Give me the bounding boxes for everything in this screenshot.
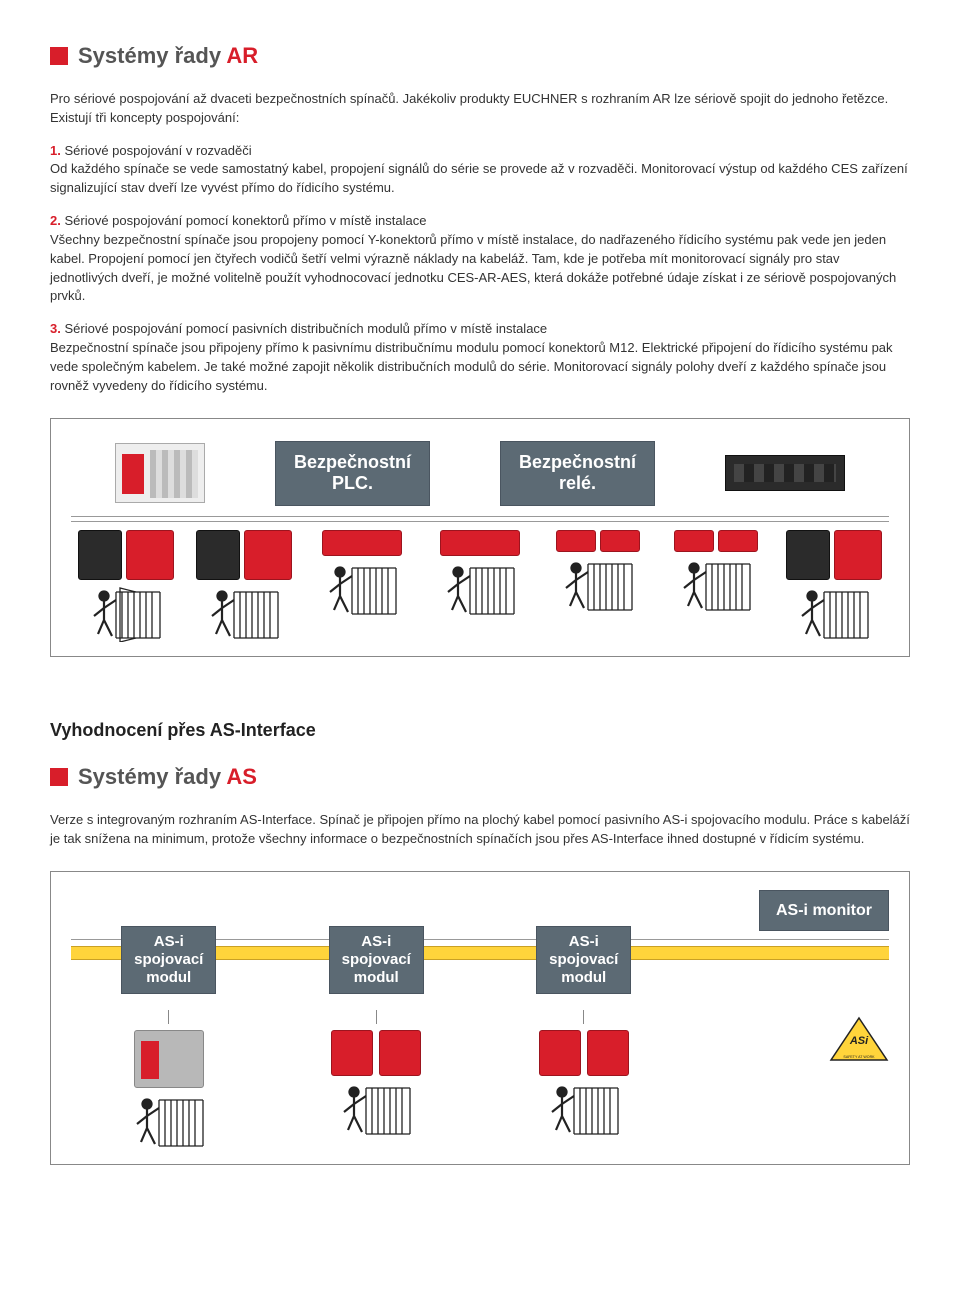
- plc-label-l2: PLC.: [294, 473, 411, 495]
- title-accent: AS: [226, 764, 257, 789]
- gate-icon: [208, 586, 280, 642]
- section2-heading: Vyhodnocení přes AS-Interface: [50, 717, 910, 743]
- distribution-module-icon: [725, 455, 845, 491]
- device-red-icon: [600, 530, 640, 552]
- connector-line: [168, 1010, 169, 1024]
- gate-icon: [562, 558, 634, 614]
- bullet-square-icon: [50, 47, 68, 65]
- mod-l2: spojovací: [549, 951, 618, 969]
- device-col: [779, 530, 889, 642]
- gate-icon: [340, 1082, 412, 1138]
- title-accent: AR: [226, 43, 258, 68]
- device-red-icon: [244, 530, 292, 580]
- device-red-icon: [440, 530, 520, 556]
- asi-modules-row: AS-i spojovací modul AS-i spojovací modu…: [71, 926, 889, 1150]
- svg-text:SAFETY AT WORK: SAFETY AT WORK: [843, 1055, 875, 1059]
- device-col: [71, 530, 181, 642]
- device-red-icon: [556, 530, 596, 552]
- asi-logo-col: ASi SAFETY AT WORK: [694, 1016, 890, 1064]
- mod-l3: modul: [134, 969, 203, 987]
- point-text: Bezpečnostní spínače jsou připojeny přím…: [50, 340, 893, 393]
- section2-title: Systémy řady AS: [78, 761, 257, 793]
- section2-body: Verze s integrovaným rozhraním AS-Interf…: [50, 811, 910, 849]
- diagram-as: AS-i monitor AS-i spojovací modul AS-i s…: [50, 871, 910, 1165]
- device-col: [543, 530, 653, 642]
- gate-icon: [133, 1094, 205, 1150]
- mod-l1: AS-i: [549, 933, 618, 951]
- devices-row: [71, 530, 889, 642]
- mod-l2: spojovací: [342, 951, 411, 969]
- asi-module-label: AS-i spojovací modul: [329, 926, 424, 994]
- connector-line: [583, 1010, 584, 1024]
- asi-device-red-icon: [331, 1030, 373, 1076]
- device-red-icon: [834, 530, 882, 580]
- bus-line: [71, 516, 889, 517]
- plc-label-l1: Bezpečnostní: [294, 452, 411, 474]
- diagram-ar: Bezpečnostní PLC. Bezpečnostní relé.: [50, 418, 910, 657]
- point-2: 2. Sériové pospojování pomocí konektorů …: [50, 212, 910, 306]
- gate-icon: [680, 558, 752, 614]
- connector-line: [376, 1010, 377, 1024]
- asi-logo-icon: ASi SAFETY AT WORK: [829, 1016, 889, 1064]
- point-3: 3. Sériové pospojování pomocí pasivních …: [50, 320, 910, 395]
- point-num: 1.: [50, 143, 61, 158]
- plc-device-icon: [115, 443, 205, 503]
- section1-heading: Systémy řady AR: [50, 40, 910, 72]
- svg-text:ASi: ASi: [849, 1035, 869, 1047]
- gate-icon: [444, 562, 516, 618]
- asi-device-red-icon: [539, 1030, 581, 1076]
- relay-label-l1: Bezpečnostní: [519, 452, 636, 474]
- title-prefix: Systémy řady: [78, 43, 226, 68]
- point-title: Sériové pospojování pomocí konektorů pří…: [64, 213, 426, 228]
- asi-module-label: AS-i spojovací modul: [536, 926, 631, 994]
- section1-title: Systémy řady AR: [78, 40, 258, 72]
- device-col: [307, 530, 417, 642]
- device-black-icon: [786, 530, 830, 580]
- gate-icon: [326, 562, 398, 618]
- point-num: 3.: [50, 321, 61, 336]
- device-black-icon: [196, 530, 240, 580]
- asi-device-gray-icon: [134, 1030, 204, 1088]
- device-red-icon: [322, 530, 402, 556]
- mod-l1: AS-i: [342, 933, 411, 951]
- device-col: [425, 530, 535, 642]
- asi-monitor-label: AS-i monitor: [759, 890, 889, 931]
- mod-l3: modul: [342, 969, 411, 987]
- gate-icon: [798, 586, 870, 642]
- title-prefix: Systémy řady: [78, 764, 226, 789]
- plc-label-box: Bezpečnostní PLC.: [275, 441, 430, 506]
- asi-col: AS-i spojovací modul: [486, 926, 682, 1138]
- device-red-icon: [674, 530, 714, 552]
- point-title: Sériové pospojování pomocí pasivních dis…: [64, 321, 547, 336]
- bullet-square-icon: [50, 768, 68, 786]
- device-col: [661, 530, 771, 642]
- diagram-ar-top-row: Bezpečnostní PLC. Bezpečnostní relé.: [71, 441, 889, 506]
- point-text: Všechny bezpečnostní spínače jsou propoj…: [50, 232, 896, 304]
- asi-top-row: AS-i monitor: [71, 890, 889, 931]
- device-red-icon: [126, 530, 174, 580]
- mod-l3: modul: [549, 969, 618, 987]
- relay-label-l2: relé.: [519, 473, 636, 495]
- asi-device-red-icon: [587, 1030, 629, 1076]
- section1-intro: Pro sériové pospojování až dvaceti bezpe…: [50, 90, 910, 128]
- asi-device-red-icon: [379, 1030, 421, 1076]
- mod-l1: AS-i: [134, 933, 203, 951]
- section2-subheading: Systémy řady AS: [50, 761, 910, 793]
- device-red-icon: [718, 530, 758, 552]
- asi-col: AS-i spojovací modul: [279, 926, 475, 1138]
- gate-icon: [90, 586, 162, 642]
- bus-line: [71, 521, 889, 522]
- point-text: Od každého spínače se vede samostatný ka…: [50, 161, 908, 195]
- asi-col: AS-i spojovací modul: [71, 926, 267, 1150]
- gate-icon: [548, 1082, 620, 1138]
- device-black-icon: [78, 530, 122, 580]
- mod-l2: spojovací: [134, 951, 203, 969]
- point-1: 1. Sériové pospojování v rozvaděči Od ka…: [50, 142, 910, 199]
- point-title: Sériové pospojování v rozvaděči: [64, 143, 251, 158]
- asi-module-label: AS-i spojovací modul: [121, 926, 216, 994]
- relay-label-box: Bezpečnostní relé.: [500, 441, 655, 506]
- point-num: 2.: [50, 213, 61, 228]
- device-col: [189, 530, 299, 642]
